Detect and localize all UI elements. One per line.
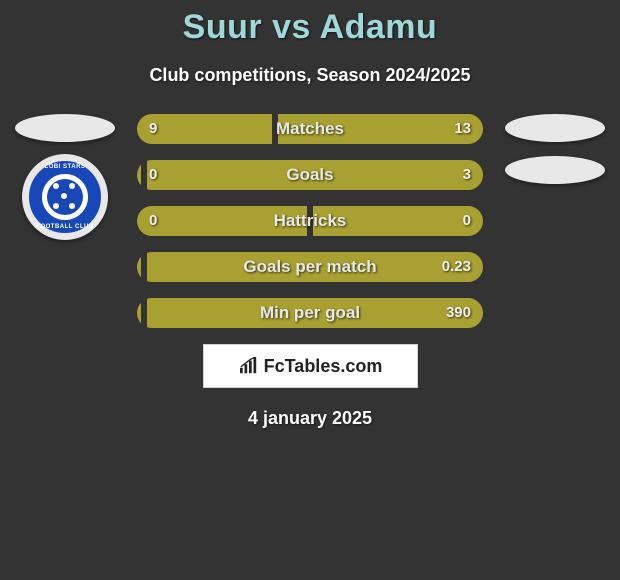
badge-dot [69, 203, 75, 209]
stat-value-right: 0 [463, 206, 471, 236]
stat-value-left: 0 [149, 206, 157, 236]
badge-dot [69, 183, 75, 189]
stats-icon [238, 357, 260, 375]
badge-text-bottom: FOOTBALL CLUB [22, 224, 108, 230]
stats-area: LOBI STARS FOOTBALL CLUB Matches9 13 Goals… [0, 114, 620, 328]
stat-row: Min per goal390 [137, 298, 483, 328]
stat-label: Hattricks [137, 206, 483, 236]
stat-label: Matches [137, 114, 483, 144]
stat-value-left: 9 [149, 114, 157, 144]
fctables-logo-text: FcTables.com [264, 356, 383, 377]
page-title: Suur vs Adamu [0, 0, 620, 47]
left-club-badge: LOBI STARS FOOTBALL CLUB [22, 154, 108, 240]
badge-outer-circle: LOBI STARS FOOTBALL CLUB [22, 154, 108, 240]
fctables-logo: FcTables.com [238, 356, 383, 377]
badge-dot [53, 203, 59, 209]
stat-label: Goals [137, 160, 483, 190]
stat-value-left: 0 [149, 160, 157, 190]
left-player-col: LOBI STARS FOOTBALL CLUB [10, 114, 120, 240]
subtitle: Club competitions, Season 2024/2025 [0, 65, 620, 86]
stat-label: Min per goal [137, 298, 483, 328]
stat-row: Matches9 13 [137, 114, 483, 144]
stat-row: Goals per match0.23 [137, 252, 483, 282]
fctables-logo-box[interactable]: FcTables.com [203, 344, 418, 388]
badge-text-top: LOBI STARS [22, 164, 108, 170]
stat-value-right: 390 [446, 298, 471, 328]
stat-value-right: 3 [463, 160, 471, 190]
right-player-ellipse-1 [505, 114, 605, 142]
date-text: 4 january 2025 [0, 408, 620, 429]
stat-value-right: 13 [454, 114, 471, 144]
stat-label: Goals per match [137, 252, 483, 282]
right-player-ellipse-2 [505, 156, 605, 184]
badge-center-ball [47, 179, 83, 215]
left-player-ellipse [15, 114, 115, 142]
badge-dot [53, 183, 59, 189]
right-player-col [500, 114, 610, 196]
badge-dot [61, 193, 67, 199]
stat-value-right: 0.23 [442, 252, 471, 282]
stat-row: Goals0 3 [137, 160, 483, 190]
stats-bars: Matches913Goals03Hattricks00Goals per ma… [137, 114, 483, 328]
stat-row: Hattricks0 0 [137, 206, 483, 236]
